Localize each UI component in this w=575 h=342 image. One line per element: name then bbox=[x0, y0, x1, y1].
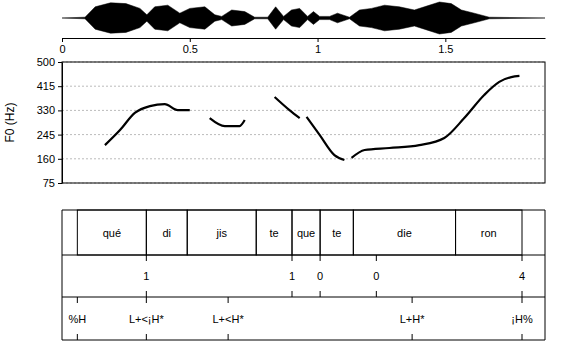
waveform bbox=[62, 2, 545, 34]
tick: 500 bbox=[37, 56, 62, 68]
point-label: 4 bbox=[519, 270, 525, 282]
point-label: L+<H* bbox=[213, 313, 245, 325]
tick: 160 bbox=[37, 153, 62, 165]
plot-marks bbox=[105, 76, 520, 160]
tick: 0 bbox=[59, 38, 65, 55]
f0-contour bbox=[105, 76, 520, 160]
tick-mark bbox=[318, 38, 319, 42]
grid-line bbox=[62, 86, 545, 87]
grid bbox=[62, 62, 545, 183]
interval bbox=[146, 210, 187, 255]
interval-label: que bbox=[297, 227, 315, 239]
grid-line bbox=[62, 134, 545, 135]
tick-mark bbox=[190, 38, 191, 42]
tier-border bbox=[545, 210, 546, 340]
interval-label: te bbox=[332, 227, 341, 239]
tick-mark bbox=[58, 135, 62, 136]
tick-label: 75 bbox=[43, 177, 55, 189]
interval-label: qué bbox=[103, 227, 121, 239]
axis-line bbox=[63, 38, 546, 39]
tier-border bbox=[62, 297, 545, 298]
y-axis: 75 160 245 330 415 500 bbox=[37, 56, 63, 189]
tick: 330 bbox=[37, 104, 62, 116]
tick-mark bbox=[58, 159, 62, 160]
interval bbox=[456, 210, 522, 255]
point-tick bbox=[146, 291, 147, 297]
tick-mark bbox=[58, 183, 62, 184]
point-tick bbox=[228, 334, 229, 340]
point-label: %H bbox=[68, 313, 86, 325]
waveform-group bbox=[62, 2, 545, 34]
grid-line bbox=[62, 158, 545, 159]
point-label: L+H* bbox=[400, 313, 425, 325]
interval-label: di bbox=[162, 227, 171, 239]
point-label: L+<¡H* bbox=[129, 313, 165, 325]
point-tick bbox=[376, 291, 377, 297]
tick: 0.5 bbox=[183, 38, 198, 55]
point-tick bbox=[228, 297, 229, 303]
x-axis: 0 0.5 1 1.5 bbox=[59, 38, 545, 55]
point-tick bbox=[320, 255, 321, 261]
tick-label: 415 bbox=[37, 80, 55, 92]
interval bbox=[320, 210, 353, 255]
point-tick bbox=[522, 297, 523, 303]
interval bbox=[256, 210, 292, 255]
tick-label: 330 bbox=[37, 104, 55, 116]
tiers: qué di jis te que te die ron 1 1 0 0 4 %H L+<¡H* L+<H* L… bbox=[62, 210, 545, 340]
tick: 245 bbox=[37, 129, 62, 141]
point-tick bbox=[146, 297, 147, 303]
point-tick bbox=[77, 334, 78, 340]
tick: 415 bbox=[37, 80, 62, 92]
tick-label: 1 bbox=[315, 43, 321, 55]
tick-label: 1.5 bbox=[438, 43, 453, 55]
interval-label: die bbox=[397, 227, 412, 239]
tick: 1.5 bbox=[438, 38, 453, 55]
point-tick bbox=[522, 291, 523, 297]
point-tick bbox=[376, 255, 377, 261]
interval bbox=[353, 210, 455, 255]
point-tick bbox=[412, 297, 413, 303]
point-label: 0 bbox=[373, 270, 379, 282]
axis-line bbox=[62, 63, 63, 184]
chart: 0 0.5 1 1.5 75 160 245 330 415 500 F0 (Hz) qué di jis… bbox=[0, 0, 575, 342]
tick-label: 0 bbox=[59, 43, 65, 55]
y-axis-title: F0 (Hz) bbox=[3, 103, 17, 143]
interval bbox=[187, 210, 256, 255]
point-label: ¡H% bbox=[511, 313, 533, 325]
tick-mark bbox=[62, 38, 63, 42]
point-tick bbox=[146, 255, 147, 261]
interval bbox=[292, 210, 320, 255]
point-tick bbox=[292, 291, 293, 297]
interval bbox=[77, 210, 146, 255]
point-label: 0 bbox=[317, 270, 323, 282]
tick-mark bbox=[445, 38, 446, 42]
point-tick bbox=[292, 255, 293, 261]
tick-mark bbox=[58, 86, 62, 87]
point-tick bbox=[320, 291, 321, 297]
tick-label: 160 bbox=[37, 153, 55, 165]
tick-label: 245 bbox=[37, 129, 55, 141]
tier-border bbox=[62, 340, 545, 341]
plot-frame bbox=[62, 62, 545, 183]
interval-label: jis bbox=[216, 227, 228, 239]
point-tick bbox=[412, 334, 413, 340]
tick-mark bbox=[58, 110, 62, 111]
point-tick bbox=[522, 334, 523, 340]
tick: 1 bbox=[315, 38, 321, 55]
tick-mark bbox=[58, 62, 62, 63]
tier-border bbox=[62, 210, 63, 340]
point-label: 1 bbox=[143, 270, 149, 282]
point-tick bbox=[77, 297, 78, 303]
interval-label: ron bbox=[481, 227, 497, 239]
tick-label: 500 bbox=[37, 56, 55, 68]
point-tick bbox=[146, 334, 147, 340]
tick: 75 bbox=[43, 177, 62, 189]
point-tick bbox=[522, 255, 523, 261]
tick-label: 0.5 bbox=[183, 43, 198, 55]
point-label: 1 bbox=[289, 270, 295, 282]
interval-label: te bbox=[270, 227, 279, 239]
